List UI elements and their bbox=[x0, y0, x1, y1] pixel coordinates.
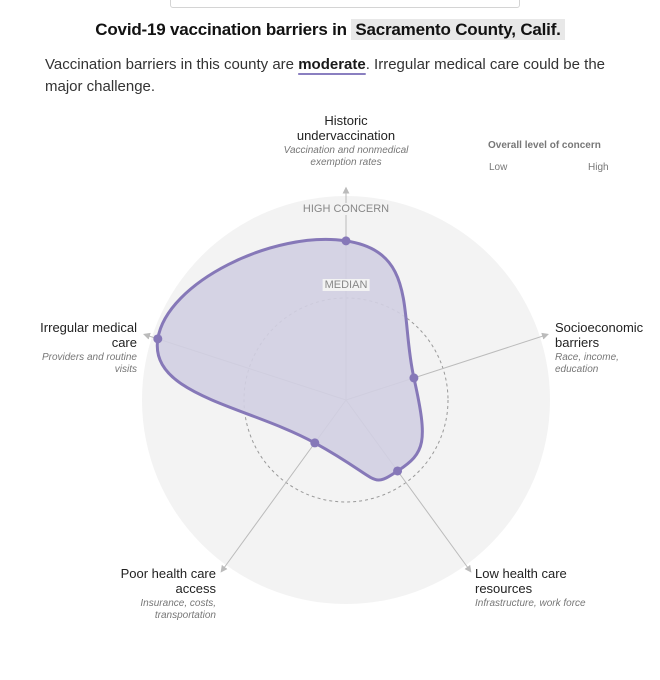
axis-subtitle: Providers and routine visits bbox=[41, 352, 137, 375]
data-points bbox=[153, 236, 419, 476]
summary-before: Vaccination barriers in this county are bbox=[45, 56, 295, 73]
legend-title: Overall level of concern bbox=[488, 140, 601, 151]
place-name: Sacramento County, Calif. bbox=[351, 19, 565, 40]
search-input[interactable] bbox=[170, 0, 520, 8]
data-point bbox=[409, 373, 419, 383]
concern-level: moderate bbox=[298, 56, 366, 73]
axis-label-socioeconomic: Socioeconomic barriers Race, income, edu… bbox=[555, 320, 660, 376]
axis-name: Irregular medical care bbox=[40, 320, 137, 350]
axis-name: Low health care resources bbox=[475, 566, 567, 596]
axis-name: Poor health care access bbox=[120, 566, 216, 596]
axis-subtitle: Race, income, education bbox=[555, 352, 619, 375]
ref-label-median: MEDIAN bbox=[322, 279, 370, 291]
axis-subtitle: Infrastructure, work force bbox=[475, 598, 586, 609]
data-point bbox=[393, 466, 403, 476]
data-point bbox=[310, 438, 320, 448]
axis-name: Socioeconomic barriers bbox=[555, 320, 644, 350]
axis-label-historic: Historic undervaccination Vaccination an… bbox=[276, 113, 416, 169]
ref-label-high: HIGH CONCERN bbox=[300, 203, 392, 215]
axis-name: Historic undervaccination bbox=[296, 113, 396, 143]
chart-title: Covid-19 vaccination barriers in Sacrame… bbox=[0, 19, 660, 40]
axis-label-resources: Low health care resources Infrastructure… bbox=[475, 566, 605, 610]
summary-text: Vaccination barriers in this county are … bbox=[45, 54, 635, 98]
legend-high: High bbox=[588, 162, 609, 173]
axis-label-access: Poor health care access Insurance, costs… bbox=[86, 566, 216, 622]
axis-subtitle: Insurance, costs, transportation bbox=[140, 598, 216, 621]
data-shape bbox=[155, 238, 424, 482]
data-point bbox=[153, 334, 163, 344]
legend-low: Low bbox=[489, 162, 508, 173]
axis-label-irregular: Irregular medical care Providers and rou… bbox=[37, 320, 137, 376]
title-prefix: Covid-19 vaccination barriers in bbox=[95, 20, 347, 39]
summary-after: . Irregular medical care could be the ma… bbox=[45, 56, 606, 95]
data-point bbox=[341, 236, 351, 246]
axis-subtitle: Vaccination and nonmedical exemption rat… bbox=[283, 145, 409, 168]
